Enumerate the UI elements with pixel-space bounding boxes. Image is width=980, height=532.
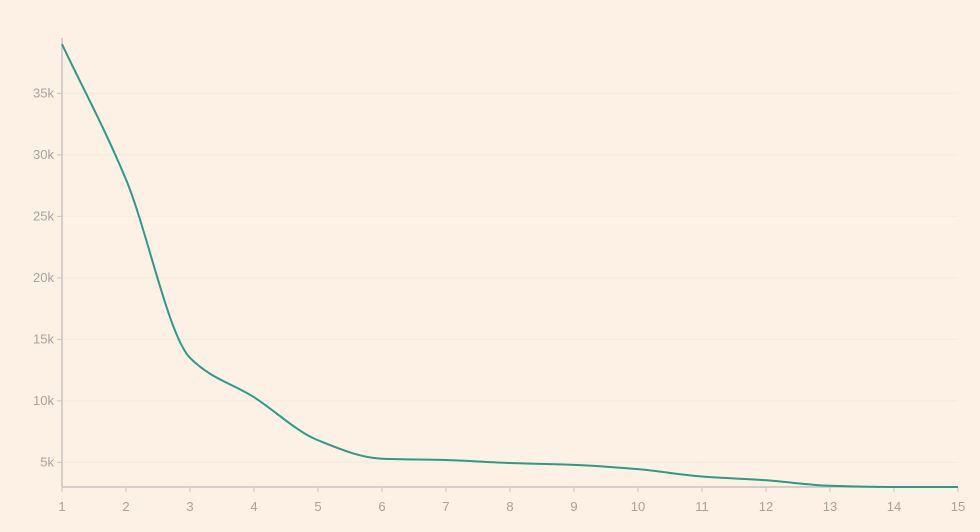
x-tick-label: 11 [695,499,709,514]
x-tick-label: 10 [631,499,645,514]
x-tick-label: 8 [506,499,513,514]
x-tick-label: 15 [951,499,965,514]
x-tick-label: 13 [823,499,837,514]
x-tick-label: 12 [759,499,773,514]
grid-lines [62,92,958,463]
x-tick-label: 6 [378,499,385,514]
series-line [61,43,959,489]
y-tick-label: 25k [33,208,54,223]
y-tick-label: 15k [33,331,54,346]
axes [57,38,959,492]
y-tick-label: 35k [33,85,54,100]
y-tick-label: 10k [33,393,54,408]
x-tick-label: 14 [887,499,901,514]
x-tick-label: 2 [122,499,129,514]
y-tick-label: 5k [40,454,54,469]
series-layer [61,43,959,489]
x-tick-label: 4 [250,499,257,514]
x-tick-label: 3 [186,499,193,514]
y-tick-label: 30k [33,147,54,162]
x-tick-label: 9 [570,499,577,514]
x-tick-label: 7 [442,499,449,514]
x-tick-label: 5 [314,499,321,514]
y-tick-label: 20k [33,270,54,285]
x-tick-label: 1 [58,499,65,514]
